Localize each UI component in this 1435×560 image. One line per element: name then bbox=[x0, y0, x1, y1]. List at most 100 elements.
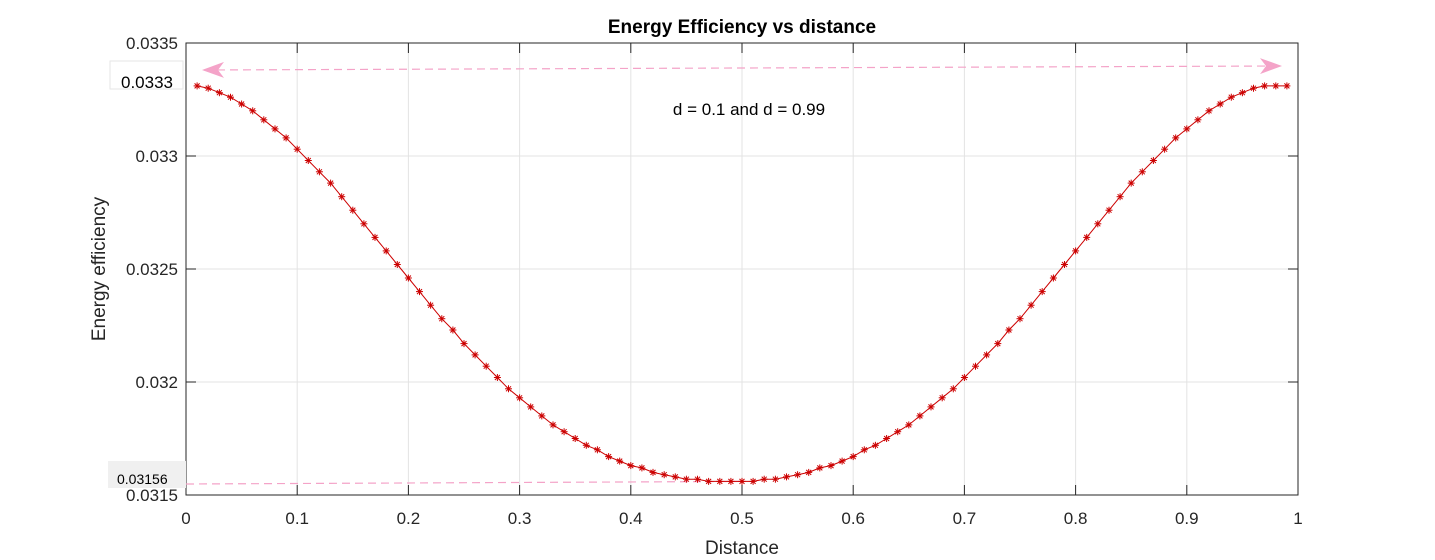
callouts: 0.0333 0.03156 bbox=[108, 60, 186, 488]
y-tick-label: 0.0325 bbox=[126, 260, 178, 279]
data-point bbox=[416, 288, 423, 296]
marker-stroke bbox=[672, 474, 679, 480]
data-point bbox=[1194, 116, 1202, 124]
data-point bbox=[1227, 93, 1235, 101]
marker-stroke bbox=[716, 478, 723, 485]
data-point bbox=[260, 116, 268, 124]
data-point bbox=[1016, 315, 1024, 323]
marker-stroke bbox=[1239, 89, 1246, 96]
data-point bbox=[215, 89, 223, 97]
data-point bbox=[427, 301, 435, 309]
marker-stroke bbox=[1106, 207, 1112, 214]
data-point bbox=[282, 134, 290, 142]
marker-stroke bbox=[683, 476, 690, 483]
marker-stroke bbox=[572, 435, 579, 442]
marker-stroke bbox=[505, 385, 512, 392]
data-point bbox=[1149, 157, 1157, 164]
marker-stroke bbox=[1261, 83, 1268, 89]
marker-stroke bbox=[1150, 157, 1157, 164]
data-point bbox=[516, 394, 524, 402]
marker-stroke bbox=[361, 220, 367, 227]
data-point bbox=[627, 462, 635, 470]
marker-stroke bbox=[427, 302, 434, 309]
data-point bbox=[783, 473, 790, 481]
marker-stroke bbox=[939, 394, 946, 401]
annotation-lines bbox=[185, 58, 1282, 485]
marker-stroke bbox=[739, 478, 745, 485]
data-point bbox=[1283, 82, 1291, 90]
min-dashed-line bbox=[185, 480, 743, 485]
data-point bbox=[716, 477, 724, 485]
data-point bbox=[660, 471, 668, 479]
data-point bbox=[949, 385, 957, 393]
data-point bbox=[1138, 168, 1146, 176]
marker-stroke bbox=[872, 442, 879, 449]
marker-stroke bbox=[294, 146, 301, 153]
data-point bbox=[871, 441, 879, 449]
data-point bbox=[438, 315, 446, 323]
marker-stroke bbox=[1050, 275, 1057, 281]
marker-stroke bbox=[1061, 261, 1068, 268]
data-point bbox=[293, 145, 301, 153]
marker-stroke bbox=[438, 315, 445, 322]
data-point bbox=[1183, 125, 1191, 133]
data-point bbox=[1005, 326, 1013, 334]
y-tick-label: 0.032 bbox=[135, 373, 178, 392]
data-point bbox=[1238, 89, 1246, 97]
x-tick-label: 0.7 bbox=[953, 509, 977, 528]
marker-stroke bbox=[961, 374, 968, 381]
max-double-arrow bbox=[202, 58, 1282, 78]
marker-stroke bbox=[238, 101, 245, 107]
marker-stroke bbox=[1094, 220, 1101, 227]
marker-stroke bbox=[527, 404, 534, 410]
x-axis-label: Distance bbox=[705, 538, 779, 559]
marker-stroke bbox=[639, 465, 645, 471]
marker-stroke bbox=[1072, 248, 1079, 254]
data-point bbox=[927, 403, 935, 411]
marker-stroke bbox=[605, 453, 612, 460]
data-point bbox=[482, 362, 490, 370]
data-point bbox=[1094, 220, 1102, 228]
data-point bbox=[304, 157, 312, 164]
marker-stroke bbox=[850, 453, 857, 460]
max-label: 0.0333 bbox=[121, 73, 173, 92]
data-point bbox=[1127, 179, 1135, 187]
marker-stroke bbox=[405, 275, 412, 281]
marker-stroke bbox=[772, 476, 779, 483]
marker-stroke bbox=[728, 478, 734, 485]
marker-stroke bbox=[450, 327, 456, 333]
marker-stroke bbox=[1017, 315, 1023, 322]
marker-stroke bbox=[194, 83, 200, 89]
marker-stroke bbox=[828, 462, 834, 469]
marker-stroke bbox=[761, 476, 768, 483]
data-point bbox=[471, 351, 479, 359]
marker-stroke bbox=[416, 288, 423, 295]
marker-stroke bbox=[483, 363, 490, 370]
data-point bbox=[1250, 84, 1257, 92]
marker-stroke bbox=[650, 469, 656, 476]
data-point bbox=[1105, 206, 1113, 214]
data-point bbox=[760, 475, 768, 483]
marker-stroke bbox=[327, 180, 334, 186]
marker-stroke bbox=[394, 261, 401, 268]
marker-stroke bbox=[205, 85, 212, 92]
marker-stroke bbox=[894, 428, 901, 435]
data-point bbox=[1116, 193, 1124, 201]
marker-stroke bbox=[372, 234, 378, 241]
data-point bbox=[771, 475, 779, 483]
data-point bbox=[393, 261, 401, 268]
data-point bbox=[1072, 247, 1080, 255]
data-point bbox=[827, 462, 835, 470]
data-point bbox=[671, 473, 679, 481]
data-point bbox=[638, 464, 646, 472]
data-point bbox=[749, 477, 757, 485]
marker-stroke bbox=[1217, 101, 1224, 107]
data-point bbox=[605, 453, 613, 461]
data-point bbox=[983, 351, 991, 359]
data-point bbox=[694, 475, 701, 483]
data-point bbox=[938, 394, 946, 402]
x-tick-label: 0.2 bbox=[397, 509, 421, 528]
data-point bbox=[1261, 82, 1269, 90]
marker-stroke bbox=[349, 207, 356, 214]
